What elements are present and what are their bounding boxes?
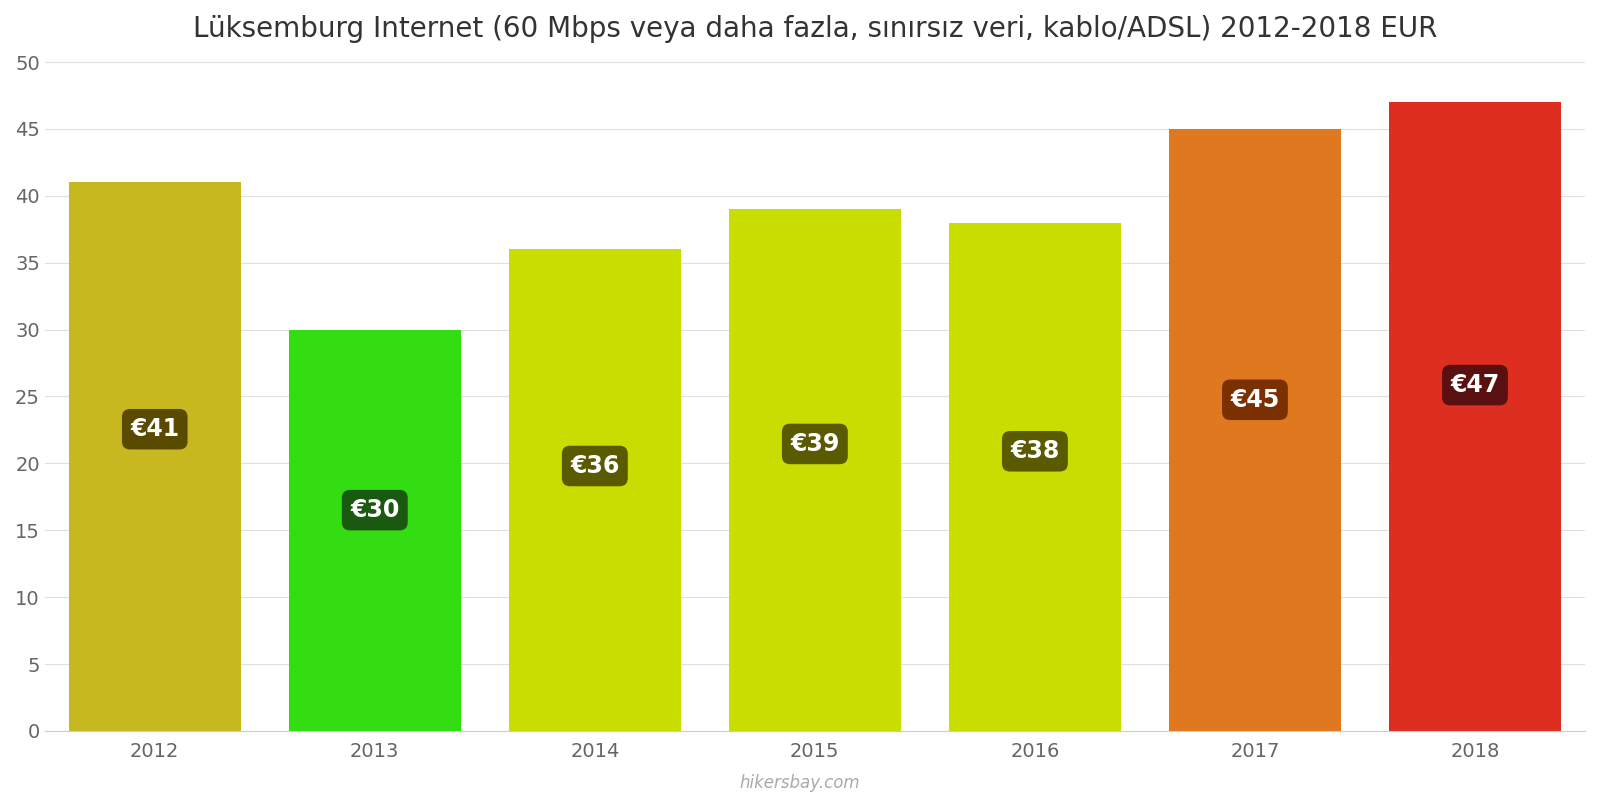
Text: €36: €36 <box>570 454 619 478</box>
Bar <box>1389 102 1560 731</box>
Bar <box>949 222 1120 731</box>
Bar <box>1170 129 1341 731</box>
Bar <box>509 250 680 731</box>
Title: Lüksemburg Internet (60 Mbps veya daha fazla, sınırsız veri, kablo/ADSL) 2012-20: Lüksemburg Internet (60 Mbps veya daha f… <box>192 15 1437 43</box>
Text: €41: €41 <box>130 418 179 442</box>
Text: €30: €30 <box>350 498 400 522</box>
Bar <box>290 330 461 731</box>
Text: €38: €38 <box>1010 439 1059 463</box>
Bar <box>730 209 901 731</box>
Text: €39: €39 <box>790 432 840 456</box>
Text: €47: €47 <box>1450 373 1499 397</box>
Text: hikersbay.com: hikersbay.com <box>739 774 861 792</box>
Text: €45: €45 <box>1230 388 1280 412</box>
Bar <box>69 182 240 731</box>
